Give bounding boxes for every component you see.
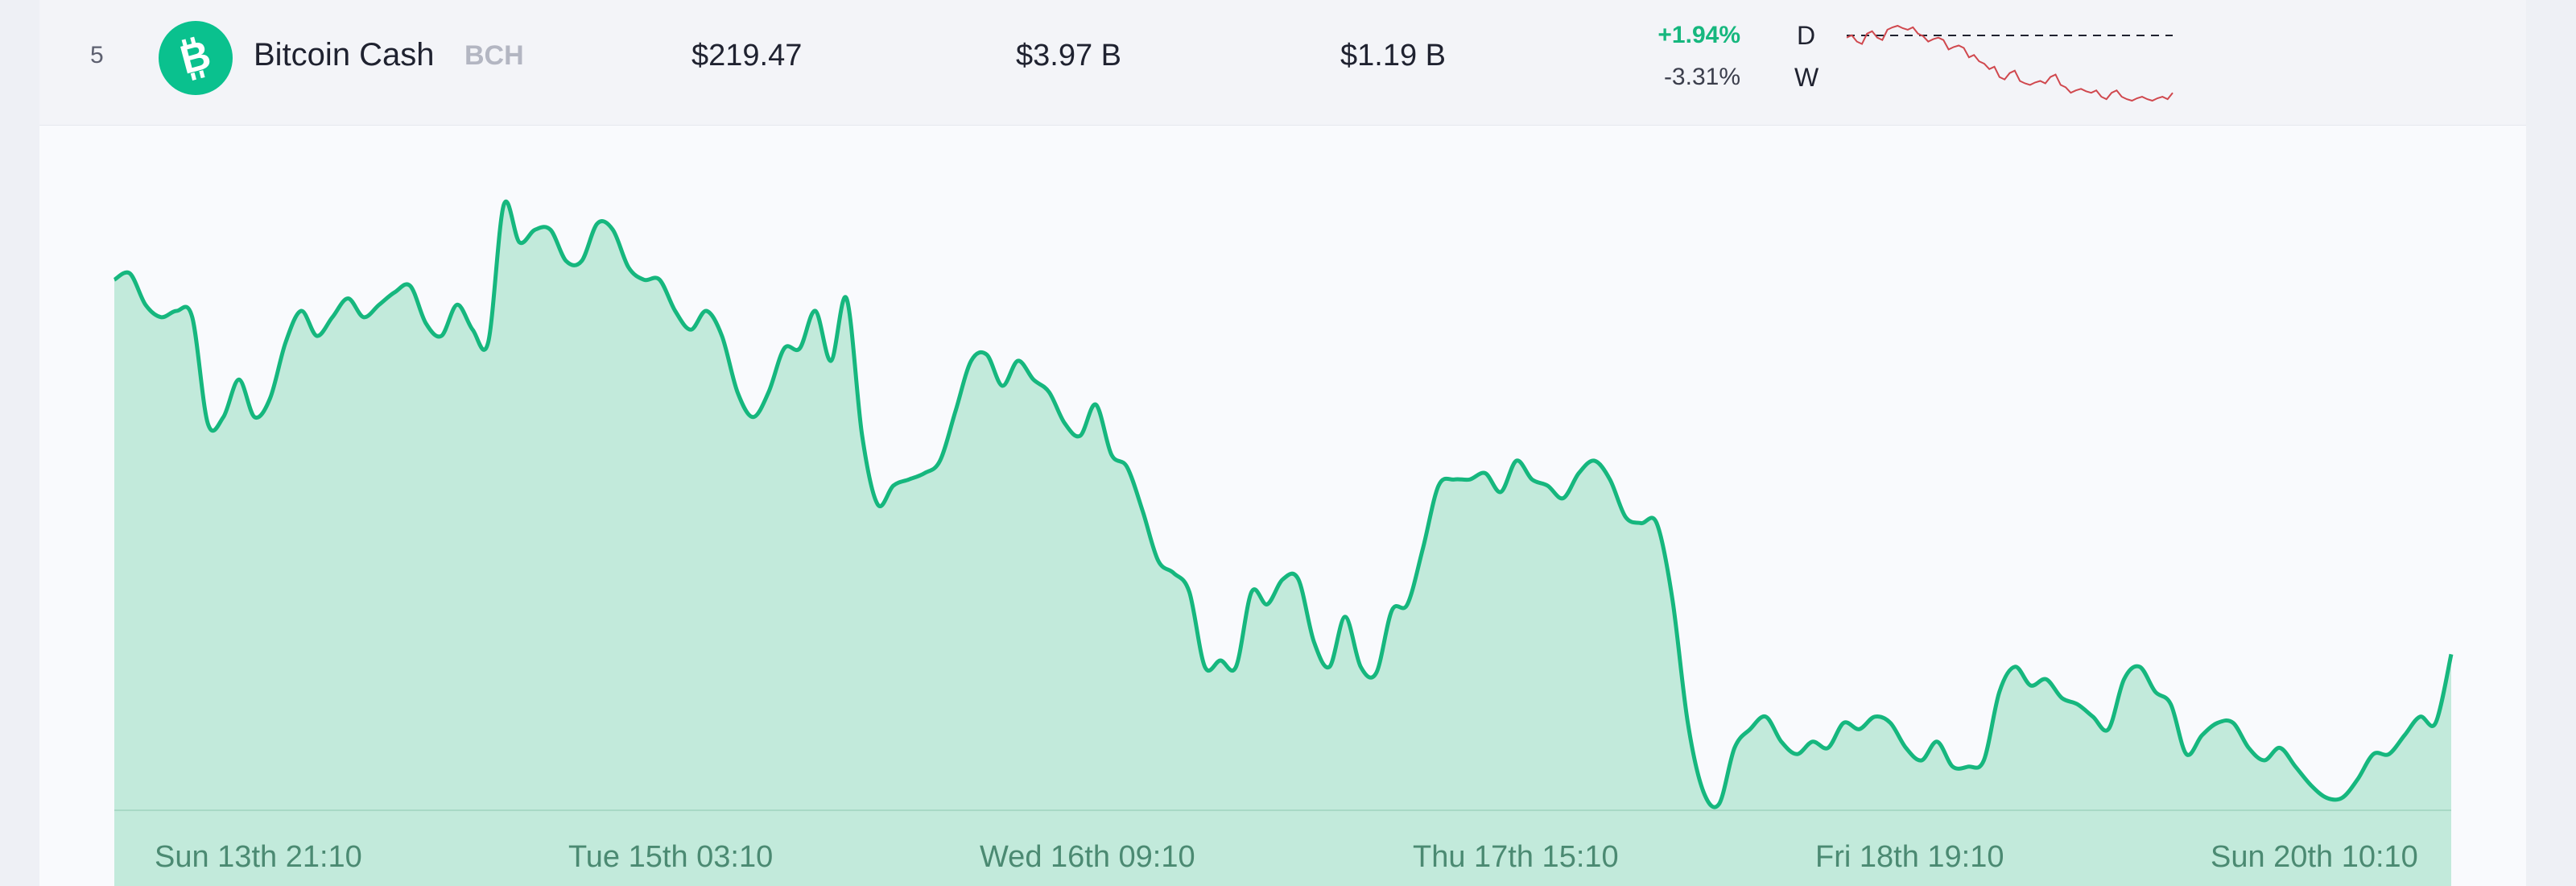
coin-row[interactable]: 5 B Bitcoin Cash BCH $219.47 $3.97 B $1.… xyxy=(39,0,2526,126)
x-tick-label: Sun 20th 10:10 xyxy=(2211,840,2418,874)
svg-text:B: B xyxy=(175,31,215,82)
x-tick-label: Sun 13th 21:10 xyxy=(155,840,362,874)
price-history-chart[interactable]: Sun 13th 21:10 Tue 15th 03:10 Wed 16th 09:… xyxy=(39,126,2526,886)
change-day-label: D xyxy=(1797,21,1816,50)
price-area-fill xyxy=(114,201,2451,886)
market-cap-value: $3.97 B xyxy=(1016,39,1121,72)
x-tick-label: Wed 16th 09:10 xyxy=(980,840,1195,874)
bitcoin-cash-logo-glyph: B xyxy=(175,31,215,82)
bitcoin-cash-logo-icon: B xyxy=(159,21,233,95)
price-value: $219.47 xyxy=(691,39,803,72)
sparkline-line xyxy=(1846,24,2174,102)
coin-name[interactable]: Bitcoin Cash xyxy=(254,37,435,72)
rank-number: 5 xyxy=(90,42,104,68)
price-line xyxy=(113,199,2454,809)
change-week-label: W xyxy=(1794,63,1819,92)
x-tick-label: Thu 17th 15:10 xyxy=(1413,840,1619,874)
x-tick-label: Tue 15th 03:10 xyxy=(568,840,773,874)
sparkline-chart xyxy=(1846,24,2174,102)
x-axis-ticks: Sun 13th 21:10 Tue 15th 03:10 Wed 16th 09:… xyxy=(155,840,2418,874)
change-day-value: +1.94% xyxy=(1657,22,1740,48)
change-week-value: -3.31% xyxy=(1663,64,1740,90)
coin-symbol: BCH xyxy=(464,40,524,71)
x-tick-label: Fri 18th 19:10 xyxy=(1815,840,2004,874)
market-panel: 5 B Bitcoin Cash BCH $219.47 $3.97 B $1.… xyxy=(39,0,2526,886)
volume-value: $1.19 B xyxy=(1340,39,1446,72)
